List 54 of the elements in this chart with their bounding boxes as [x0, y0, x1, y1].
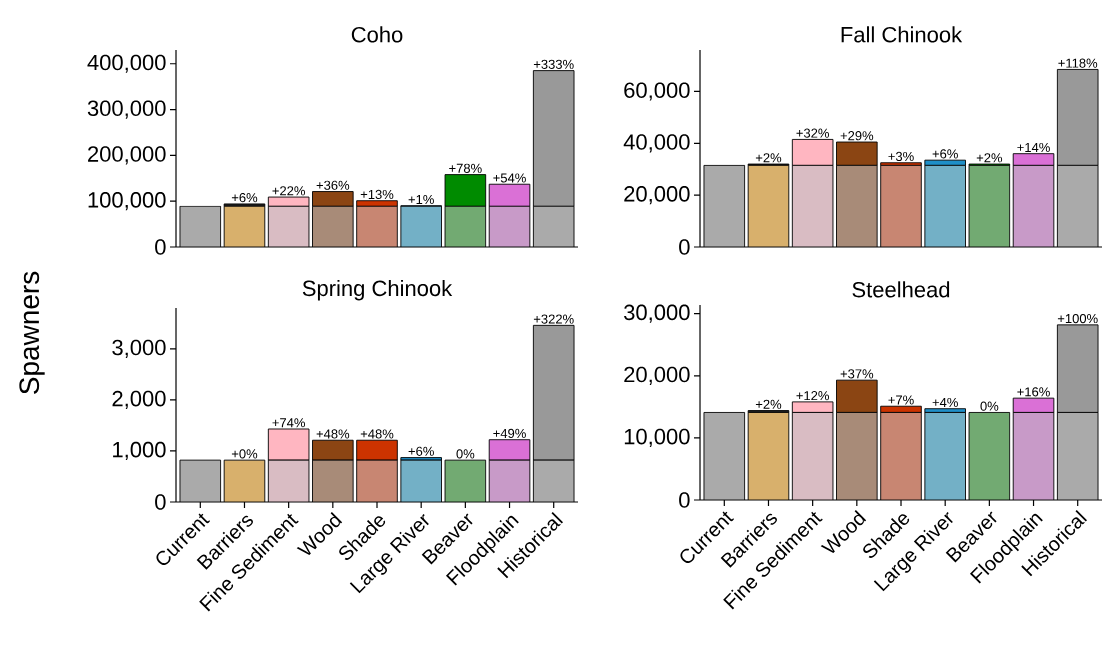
annotation: +0% [231, 449, 258, 459]
annotation: +6% [408, 446, 434, 456]
chart-title: Fall Chinook [841, 26, 963, 43]
annotation: +48% [316, 429, 350, 439]
y-tick-label: 300,000 [87, 100, 166, 119]
annotation: +54% [493, 173, 526, 183]
annotation: +2% [755, 399, 782, 409]
y-tick-label: 0 [679, 239, 690, 255]
annotation: +29% [840, 131, 874, 141]
y-tick-label: 20,000 [624, 366, 690, 385]
annotation: +1% [408, 194, 434, 205]
annotation: +118% [1058, 58, 1098, 68]
annotation: +16% [1017, 387, 1050, 397]
y-tick-label: 10,000 [624, 428, 690, 447]
y-tick-label: 0 [155, 239, 166, 255]
y-tick-label: 0 [155, 494, 166, 510]
y-tick-label: 3,000 [112, 339, 166, 358]
annotation: +3% [888, 151, 914, 162]
y-axis-title: Spawners [19, 271, 45, 394]
annotation: +22% [272, 186, 305, 196]
annotation: +74% [272, 418, 305, 428]
annotation: +6% [231, 193, 258, 203]
y-tick-label: 1,000 [113, 441, 166, 461]
annotation: +322% [533, 314, 574, 324]
annotation: +6% [932, 149, 958, 159]
y-tick-label: 2,000 [112, 390, 166, 409]
annotation: 0% [980, 401, 999, 411]
annotation: +7% [888, 395, 914, 405]
annotation: +37% [840, 369, 874, 379]
y-tick-label: 60,000 [624, 82, 690, 101]
annotation: +100% [1057, 313, 1098, 324]
y-tick-label: 400,000 [87, 54, 166, 73]
y-tick-label: 20,000 [624, 186, 690, 205]
y-tick-label: 200,000 [88, 146, 166, 165]
annotation: +14% [1017, 142, 1050, 152]
chart-title: Coho [351, 26, 403, 43]
y-tick-label: 100,000 [88, 192, 166, 211]
annotation: +48% [360, 429, 394, 439]
annotation: +13% [360, 189, 394, 200]
annotation: 0% [456, 449, 475, 459]
annotation: +2% [976, 153, 1003, 163]
y-tick-label: 40,000 [623, 134, 690, 153]
annotation: +49% [493, 428, 526, 439]
y-tick-label: 30,000 [624, 304, 690, 323]
annotation: +36% [316, 180, 350, 190]
annotation: +32% [796, 128, 829, 138]
annotation: +333% [533, 59, 574, 69]
y-tick-label: 0 [679, 492, 690, 508]
annotation: +78% [449, 163, 482, 173]
chart-title: Steelhead [852, 281, 950, 298]
annotation: +4% [932, 397, 958, 408]
chart-title: Spring Chinook [302, 279, 453, 301]
annotation: +2% [755, 153, 782, 163]
annotation: +12% [796, 391, 829, 401]
